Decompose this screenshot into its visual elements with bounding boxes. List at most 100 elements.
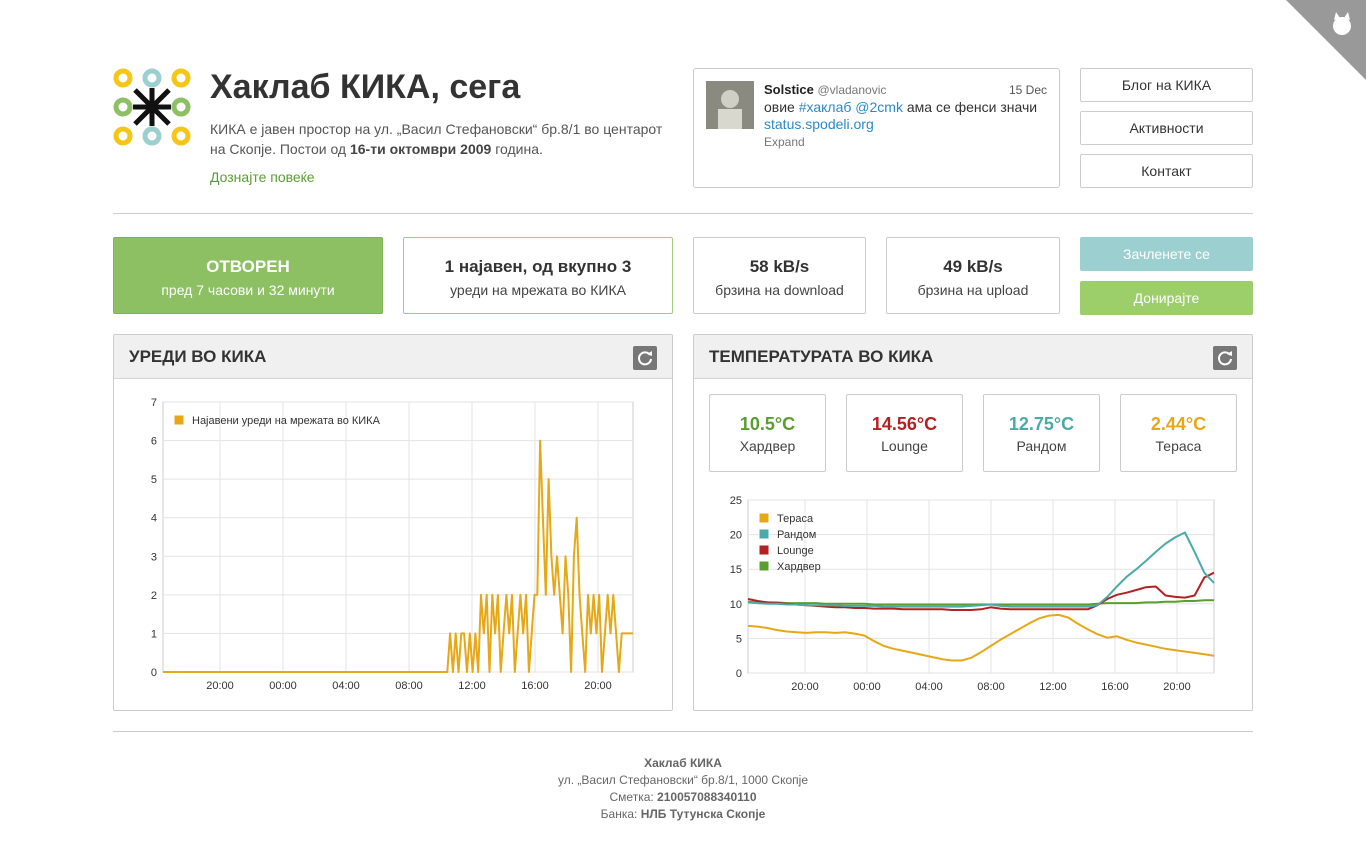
site-header: Хаклаб КИКА, сега КИКА е јавен простор н… [113,68,673,198]
tweet-name[interactable]: Solstice [764,82,814,97]
chart-legend: Тераса Рандом Lounge Хардвер [758,512,821,573]
kika-logo [113,68,191,146]
join-button[interactable]: Зачленете се [1080,237,1253,271]
legend-label: Најавени уреди на мрежата во КИКА [192,415,381,427]
footer-name: Хаклаб КИКА [644,756,722,770]
devices-box: 1 најавен, од вкупно 3 уреди на мрежата … [403,237,673,314]
tweet-text-start: овие [764,99,799,115]
x-tick-label: 04:00 [915,681,943,693]
x-tick-label: 00:00 [853,681,881,693]
legend-swatch [758,528,770,540]
temp-label: Тераса [1155,438,1202,454]
x-tick-label: 20:00 [1163,681,1191,693]
temp-label: Хардвер [739,438,796,454]
temp-sensor-random: 12.75°C Рандом [983,394,1100,472]
chart-legend: Најавени уреди на мрежата во КИКА [173,414,381,427]
tweet-handle[interactable]: @vladanovic [817,83,887,97]
series-line [747,613,1215,662]
download-label: брзина на download [715,282,844,298]
temperature-panel: ТЕМПЕРАТУРАТА ВО КИКА 10.5°C Хардвер 14.… [693,334,1253,711]
tweet-date[interactable]: 15 Dec [1008,83,1047,97]
x-tick-label: 20:00 [206,680,234,692]
contact-button[interactable]: Контакт [1080,154,1253,188]
temperature-panel-title: ТЕМПЕРАТУРАТА ВО КИКА [709,347,934,366]
footer-bank-label: Банка: [600,807,641,821]
devices-panel-title: УРЕДИ ВО КИКА [129,347,267,366]
github-corner[interactable] [1286,0,1366,80]
x-tick-label: 08:00 [977,681,1005,693]
download-box: 58 kB/s брзина на download [693,237,866,314]
footer-divider [113,731,1253,732]
y-tick-label: 10 [730,599,742,611]
page-title: Хаклаб КИКА, сега [210,68,521,106]
status-time: пред 7 часови и 32 минути [161,282,335,298]
temp-value: 12.75°C [1008,414,1075,434]
devices-chart: 20:00 00:00 04:00 08:00 12:00 16:00 20:00 0 1 2 3 4… [151,397,634,692]
upload-speed: 49 kB/s [943,257,1003,276]
temperature-chart: 20:00 00:00 04:00 08:00 12:00 16:00 20:00 0 5 10 1… [730,495,1215,693]
desc-text-end: година. [491,141,543,157]
y-tick-label: 0 [151,667,157,679]
x-tick-label: 16:00 [1101,681,1129,693]
x-tick-label: 12:00 [458,680,486,692]
github-cat-icon [1333,12,1351,35]
temperature-refresh-button[interactable] [1213,346,1237,370]
legend-swatch [758,512,770,524]
download-speed: 58 kB/s [749,257,810,276]
blog-button[interactable]: Блог на КИКА [1080,68,1253,102]
x-tick-label: 04:00 [332,680,360,692]
x-tick-label: 20:00 [791,681,819,693]
x-tick-label: 16:00 [521,680,549,692]
tweet-user[interactable]: Solstice @vladanovic [764,82,886,97]
upload-box: 49 kB/s брзина на upload [886,237,1060,314]
devices-refresh-button[interactable] [633,346,657,370]
series-line [747,571,1215,611]
tweet-mention[interactable]: @2cmk [855,99,903,115]
x-tick-label: 20:00 [584,680,612,692]
tweet-hashtag[interactable]: #хаклаб [798,99,852,115]
series-line [747,531,1215,608]
x-tick-label: 00:00 [269,680,297,692]
temperature-panel-header: ТЕМПЕРАТУРАТА ВО КИКА [694,335,1252,379]
legend-swatch [758,560,770,572]
footer-account: Сметка: 210057088340110 [113,789,1253,806]
y-tick-label: 2 [151,590,157,602]
footer: Хаклаб КИКА ул. „Васил Стефановски“ бр.8… [113,755,1253,823]
footer-bank: Банка: НЛБ Тутунска Скопје [113,806,1253,823]
temp-value: 10.5°C [739,414,796,434]
y-tick-label: 15 [730,564,742,576]
desc-date: 16-ти октомври 2009 [349,141,492,157]
refresh-icon [638,351,652,366]
footer-address: ул. „Васил Стефановски“ бр.8/1, 1000 Ско… [557,773,808,787]
temp-value: 2.44°C [1150,414,1207,434]
learn-more-link[interactable]: Дознајте повеќе [210,169,315,185]
legend-swatch [758,544,770,556]
legend-label: Lounge [777,545,814,557]
y-tick-label: 5 [151,474,157,486]
divider [113,213,1253,214]
tweet-widget: Solstice @vladanovic 15 Dec овие #хаклаб… [693,68,1060,188]
x-tick-label: 08:00 [395,680,423,692]
temp-label: Lounge [881,438,928,454]
y-tick-label: 4 [151,513,157,525]
temp-label: Рандом [1016,438,1067,454]
legend-swatch [173,414,185,426]
footer-bank-name: НЛБ Тутунска Скопје [640,807,766,821]
y-tick-label: 7 [151,397,157,409]
temp-sensor-terrace: 2.44°C Тераса [1120,394,1237,472]
tweet-text-end: ама се фенси значи [902,99,1038,115]
corner-triangle [1286,0,1366,80]
tweet-expand[interactable]: Expand [764,135,805,149]
donate-button[interactable]: Донирајте [1080,281,1253,315]
tweet-text: овие #хаклаб @2cmk ама се фенси значи sta… [764,99,1054,133]
y-tick-label: 5 [736,633,742,645]
tweet-link[interactable]: status.spodeli.org [764,116,874,132]
footer-account-number: 210057088340110 [657,790,757,804]
series-line [163,439,633,673]
upload-label: брзина на upload [917,282,1029,298]
activities-button[interactable]: Активности [1080,111,1253,145]
legend-label: Хардвер [777,561,821,573]
tweet-avatar[interactable] [706,81,754,129]
plot-area [162,401,634,673]
y-tick-label: 0 [736,668,742,680]
